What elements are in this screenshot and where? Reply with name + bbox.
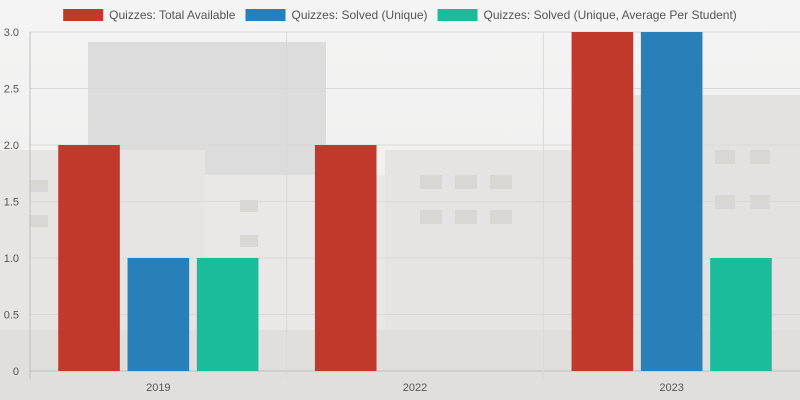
- bar[interactable]: [196, 258, 259, 371]
- x-tick-label: 2022: [403, 382, 427, 394]
- bar[interactable]: [58, 145, 120, 371]
- x-axis: 2019 2022 2023: [146, 382, 684, 394]
- legend-label: Quizzes: Total Available: [109, 8, 236, 22]
- y-tick-label: 3.0: [4, 27, 19, 39]
- y-tick-label: 2.0: [4, 140, 19, 152]
- legend-item[interactable]: Quizzes: Solved (Unique, Average Per Stu…: [437, 8, 737, 22]
- bar[interactable]: [571, 32, 634, 371]
- legend-swatch: [245, 9, 286, 21]
- bar[interactable]: [314, 145, 377, 371]
- y-tick-label: 2.5: [4, 84, 19, 96]
- y-tick-label: 1.0: [4, 253, 19, 265]
- y-tick-label: 0.5: [4, 310, 19, 322]
- y-tick-label: 0: [13, 366, 19, 378]
- bar[interactable]: [710, 258, 772, 371]
- legend-label: Quizzes: Solved (Unique): [291, 8, 427, 22]
- legend-label: Quizzes: Solved (Unique, Average Per Stu…: [484, 8, 737, 22]
- bar[interactable]: [640, 32, 703, 371]
- x-tick-label: 2023: [659, 382, 683, 394]
- bar[interactable]: [127, 258, 190, 371]
- legend-swatch: [63, 9, 104, 21]
- y-axis: 0 0.5 1.0 1.5 2.0 2.5 3.0: [4, 27, 31, 379]
- x-tick-label: 2019: [146, 382, 170, 394]
- legend: Quizzes: Total Available Quizzes: Solved …: [63, 8, 737, 22]
- bars: [58, 32, 772, 371]
- y-tick-label: 1.5: [4, 197, 19, 209]
- legend-item[interactable]: Quizzes: Solved (Unique): [245, 8, 428, 22]
- legend-item[interactable]: Quizzes: Total Available: [63, 8, 236, 22]
- legend-swatch: [437, 9, 478, 21]
